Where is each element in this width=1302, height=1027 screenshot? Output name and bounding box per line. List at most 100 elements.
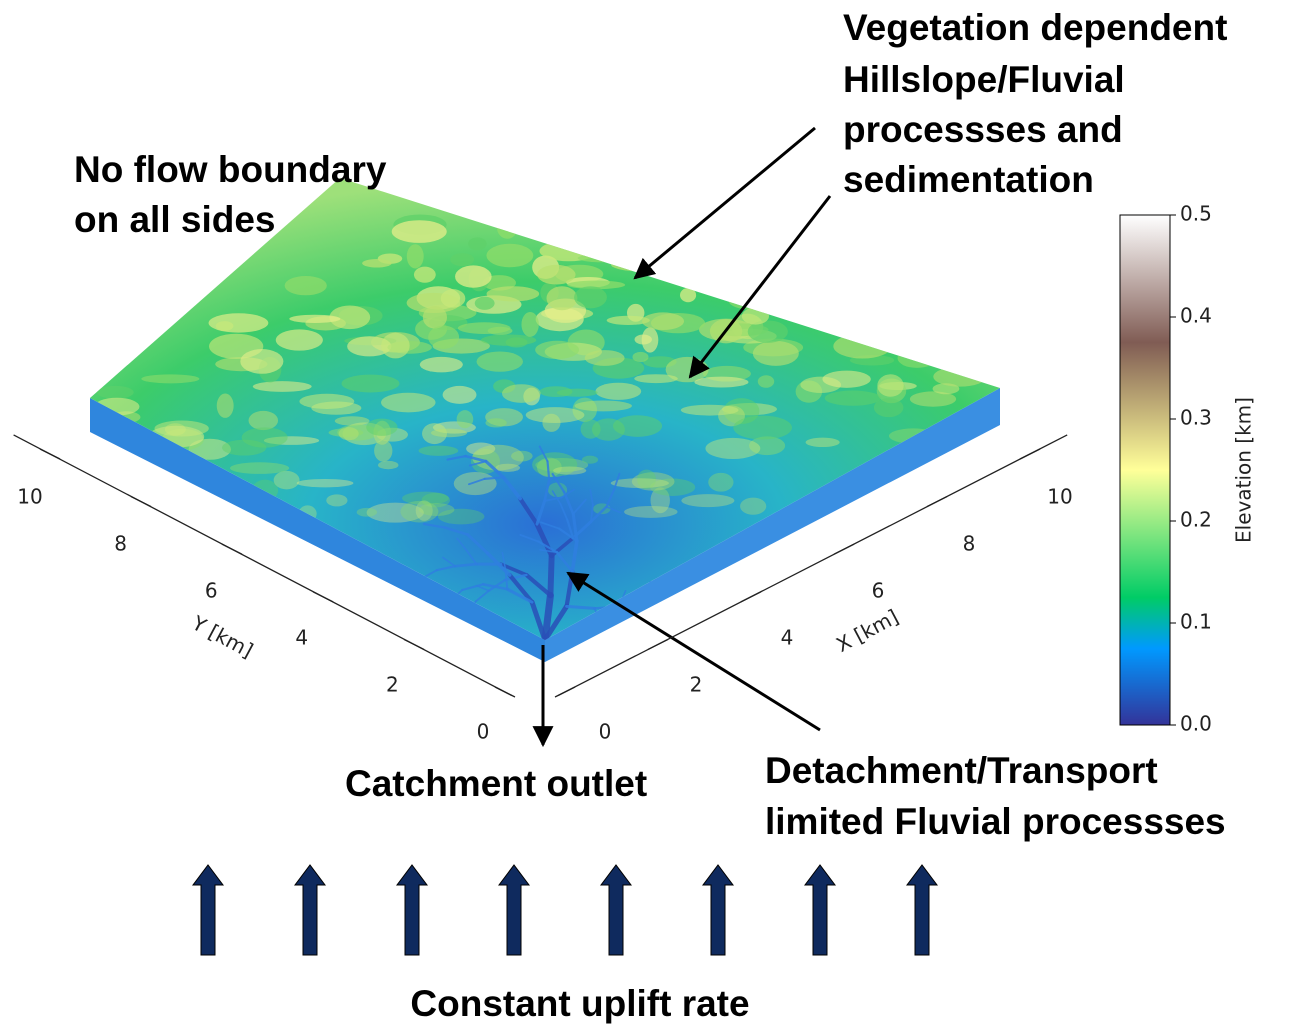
ridge (428, 326, 459, 349)
ridge (587, 204, 608, 221)
ridge (537, 265, 575, 285)
ridge (392, 220, 447, 243)
ridge (534, 182, 589, 206)
ridge (705, 438, 760, 459)
channel (485, 477, 504, 479)
annotation: Hillslope/Fluvial (843, 59, 1125, 100)
ridge (769, 273, 809, 293)
ridge (877, 374, 903, 396)
ridge (694, 377, 748, 388)
ridge (694, 233, 742, 244)
ridge (420, 357, 463, 372)
ridge (485, 418, 506, 427)
annotation: processses and (843, 109, 1123, 150)
ridge (777, 272, 814, 297)
terrain-surface (90, 172, 1000, 662)
ridge (502, 198, 550, 216)
axis-tick (40, 449, 60, 459)
ridge (475, 201, 531, 221)
axis-tick (741, 592, 761, 602)
axis-tick-label: 10 (17, 485, 42, 509)
axis-tick-label: 2 (690, 673, 703, 697)
annotation: limited Fluvial processses (765, 801, 1226, 842)
ridge (585, 350, 625, 366)
colorbar-tick-label: 0.5 (1180, 202, 1212, 226)
channel (567, 606, 595, 608)
colorbar-label: Elevation [km] (1232, 397, 1256, 543)
axis-tick (927, 497, 947, 507)
colorbar-tick-label: 0.1 (1180, 610, 1212, 634)
ridge (587, 211, 637, 227)
ridge (758, 375, 774, 387)
ridge (502, 384, 541, 403)
ridge (595, 383, 641, 400)
ridge (454, 472, 497, 495)
ridge (578, 254, 629, 262)
ridge (400, 501, 438, 523)
ridge (457, 410, 474, 428)
ridge (557, 389, 598, 397)
ridge (634, 374, 678, 383)
ridge (576, 205, 620, 226)
ridge (455, 265, 492, 287)
ridge (407, 244, 424, 268)
ridge (833, 334, 891, 359)
ridge (276, 329, 323, 350)
colorbar-tick-label: 0.2 (1180, 508, 1212, 532)
ridge (822, 371, 870, 388)
ridge (680, 288, 696, 302)
ridge (456, 172, 514, 194)
ridge (898, 349, 937, 368)
ridge (378, 461, 398, 469)
axis-tick-label: 8 (963, 532, 976, 556)
channel (550, 556, 551, 596)
ridge (596, 194, 641, 212)
ridge (97, 386, 134, 399)
ridge (155, 420, 209, 436)
uplift-arrow (397, 865, 427, 955)
axis-tick-label: 6 (872, 579, 885, 603)
axis-tick-label: 4 (295, 626, 308, 650)
axis-label: X [km] (832, 604, 902, 657)
uplift-arrow (193, 865, 223, 955)
axis-tick (834, 544, 854, 554)
ridge (531, 214, 574, 224)
ridge (706, 253, 752, 266)
axis-tick-label: 10 (1047, 485, 1072, 509)
ridge (536, 307, 584, 331)
annotation: on all sides (74, 199, 276, 240)
ridge (381, 333, 410, 359)
ridge (326, 494, 347, 506)
uplift-arrow (601, 865, 631, 955)
axis-tick (1020, 449, 1040, 459)
axis-tick-label: 0 (599, 720, 612, 744)
ridge (472, 445, 524, 471)
ridge (733, 416, 792, 440)
ridge (468, 237, 487, 250)
ridge (535, 341, 579, 359)
axis-tick (495, 687, 515, 697)
ridge (414, 267, 436, 283)
ridge (419, 446, 459, 456)
axis-tick-label: 8 (114, 532, 127, 556)
ridge (753, 341, 799, 366)
ridge (458, 322, 511, 334)
colorbar-tick-label: 0.4 (1180, 304, 1212, 328)
ridge (825, 391, 881, 406)
axis-tick (131, 497, 151, 507)
annotation: Constant uplift rate (410, 983, 749, 1024)
ridge (506, 337, 528, 347)
ridge (598, 246, 647, 256)
uplift-arrow (295, 865, 325, 955)
ridge (575, 401, 632, 412)
ridge (632, 352, 648, 362)
ridge (624, 506, 677, 518)
ridge (638, 214, 681, 236)
annotation: Catchment outlet (345, 763, 647, 804)
ridge (297, 479, 354, 487)
ridge (611, 258, 670, 272)
ridge (253, 381, 312, 392)
axis-tick (313, 592, 333, 602)
axis-label: Y [km] (187, 610, 257, 662)
